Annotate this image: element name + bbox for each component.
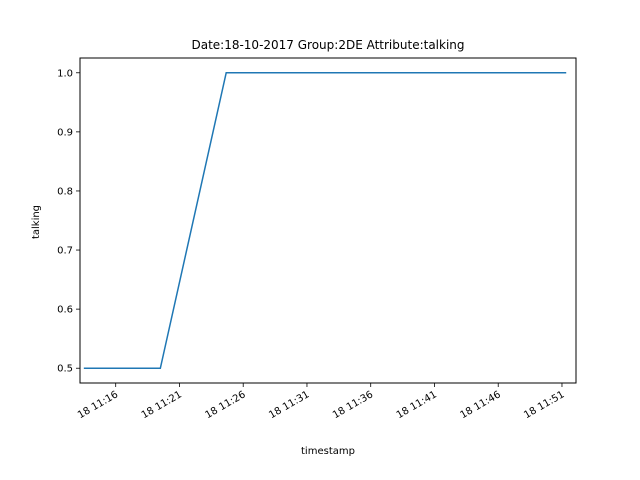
y-axis-label: talking xyxy=(31,205,42,239)
x-tick-label: 18 11:41 xyxy=(395,389,439,421)
y-axis: 0.5 0.6 0.7 0.8 0.9 1.0 xyxy=(57,68,80,375)
y-tick-label: 0.8 xyxy=(57,186,73,197)
x-tick-label: 18 11:31 xyxy=(267,389,311,421)
x-tick-label: 18 11:36 xyxy=(331,389,375,421)
y-tick-label: 0.7 xyxy=(57,246,73,257)
y-tick-label: 1.0 xyxy=(57,68,73,79)
x-axis-label: timestamp xyxy=(301,446,355,457)
y-tick-label: 0.6 xyxy=(57,305,73,316)
x-tick-label: 18 11:21 xyxy=(140,389,184,421)
axes-frame xyxy=(79,57,577,384)
y-tick-label: 0.9 xyxy=(57,127,73,138)
chart-title: Date:18-10-2017 Group:2DE Attribute:talk… xyxy=(191,38,464,52)
x-axis: 18 11:16 18 11:21 18 11:26 18 11:31 18 11:36… xyxy=(76,383,566,421)
plot-area xyxy=(83,72,567,369)
x-tick-label: 18 11:26 xyxy=(203,389,247,421)
series-line-1 xyxy=(83,72,567,369)
x-tick-label: 18 11:16 xyxy=(76,389,120,421)
x-tick-label: 18 11:46 xyxy=(458,389,502,421)
x-tick-label: 18 11:51 xyxy=(522,389,566,421)
y-tick-label: 0.5 xyxy=(57,364,73,375)
